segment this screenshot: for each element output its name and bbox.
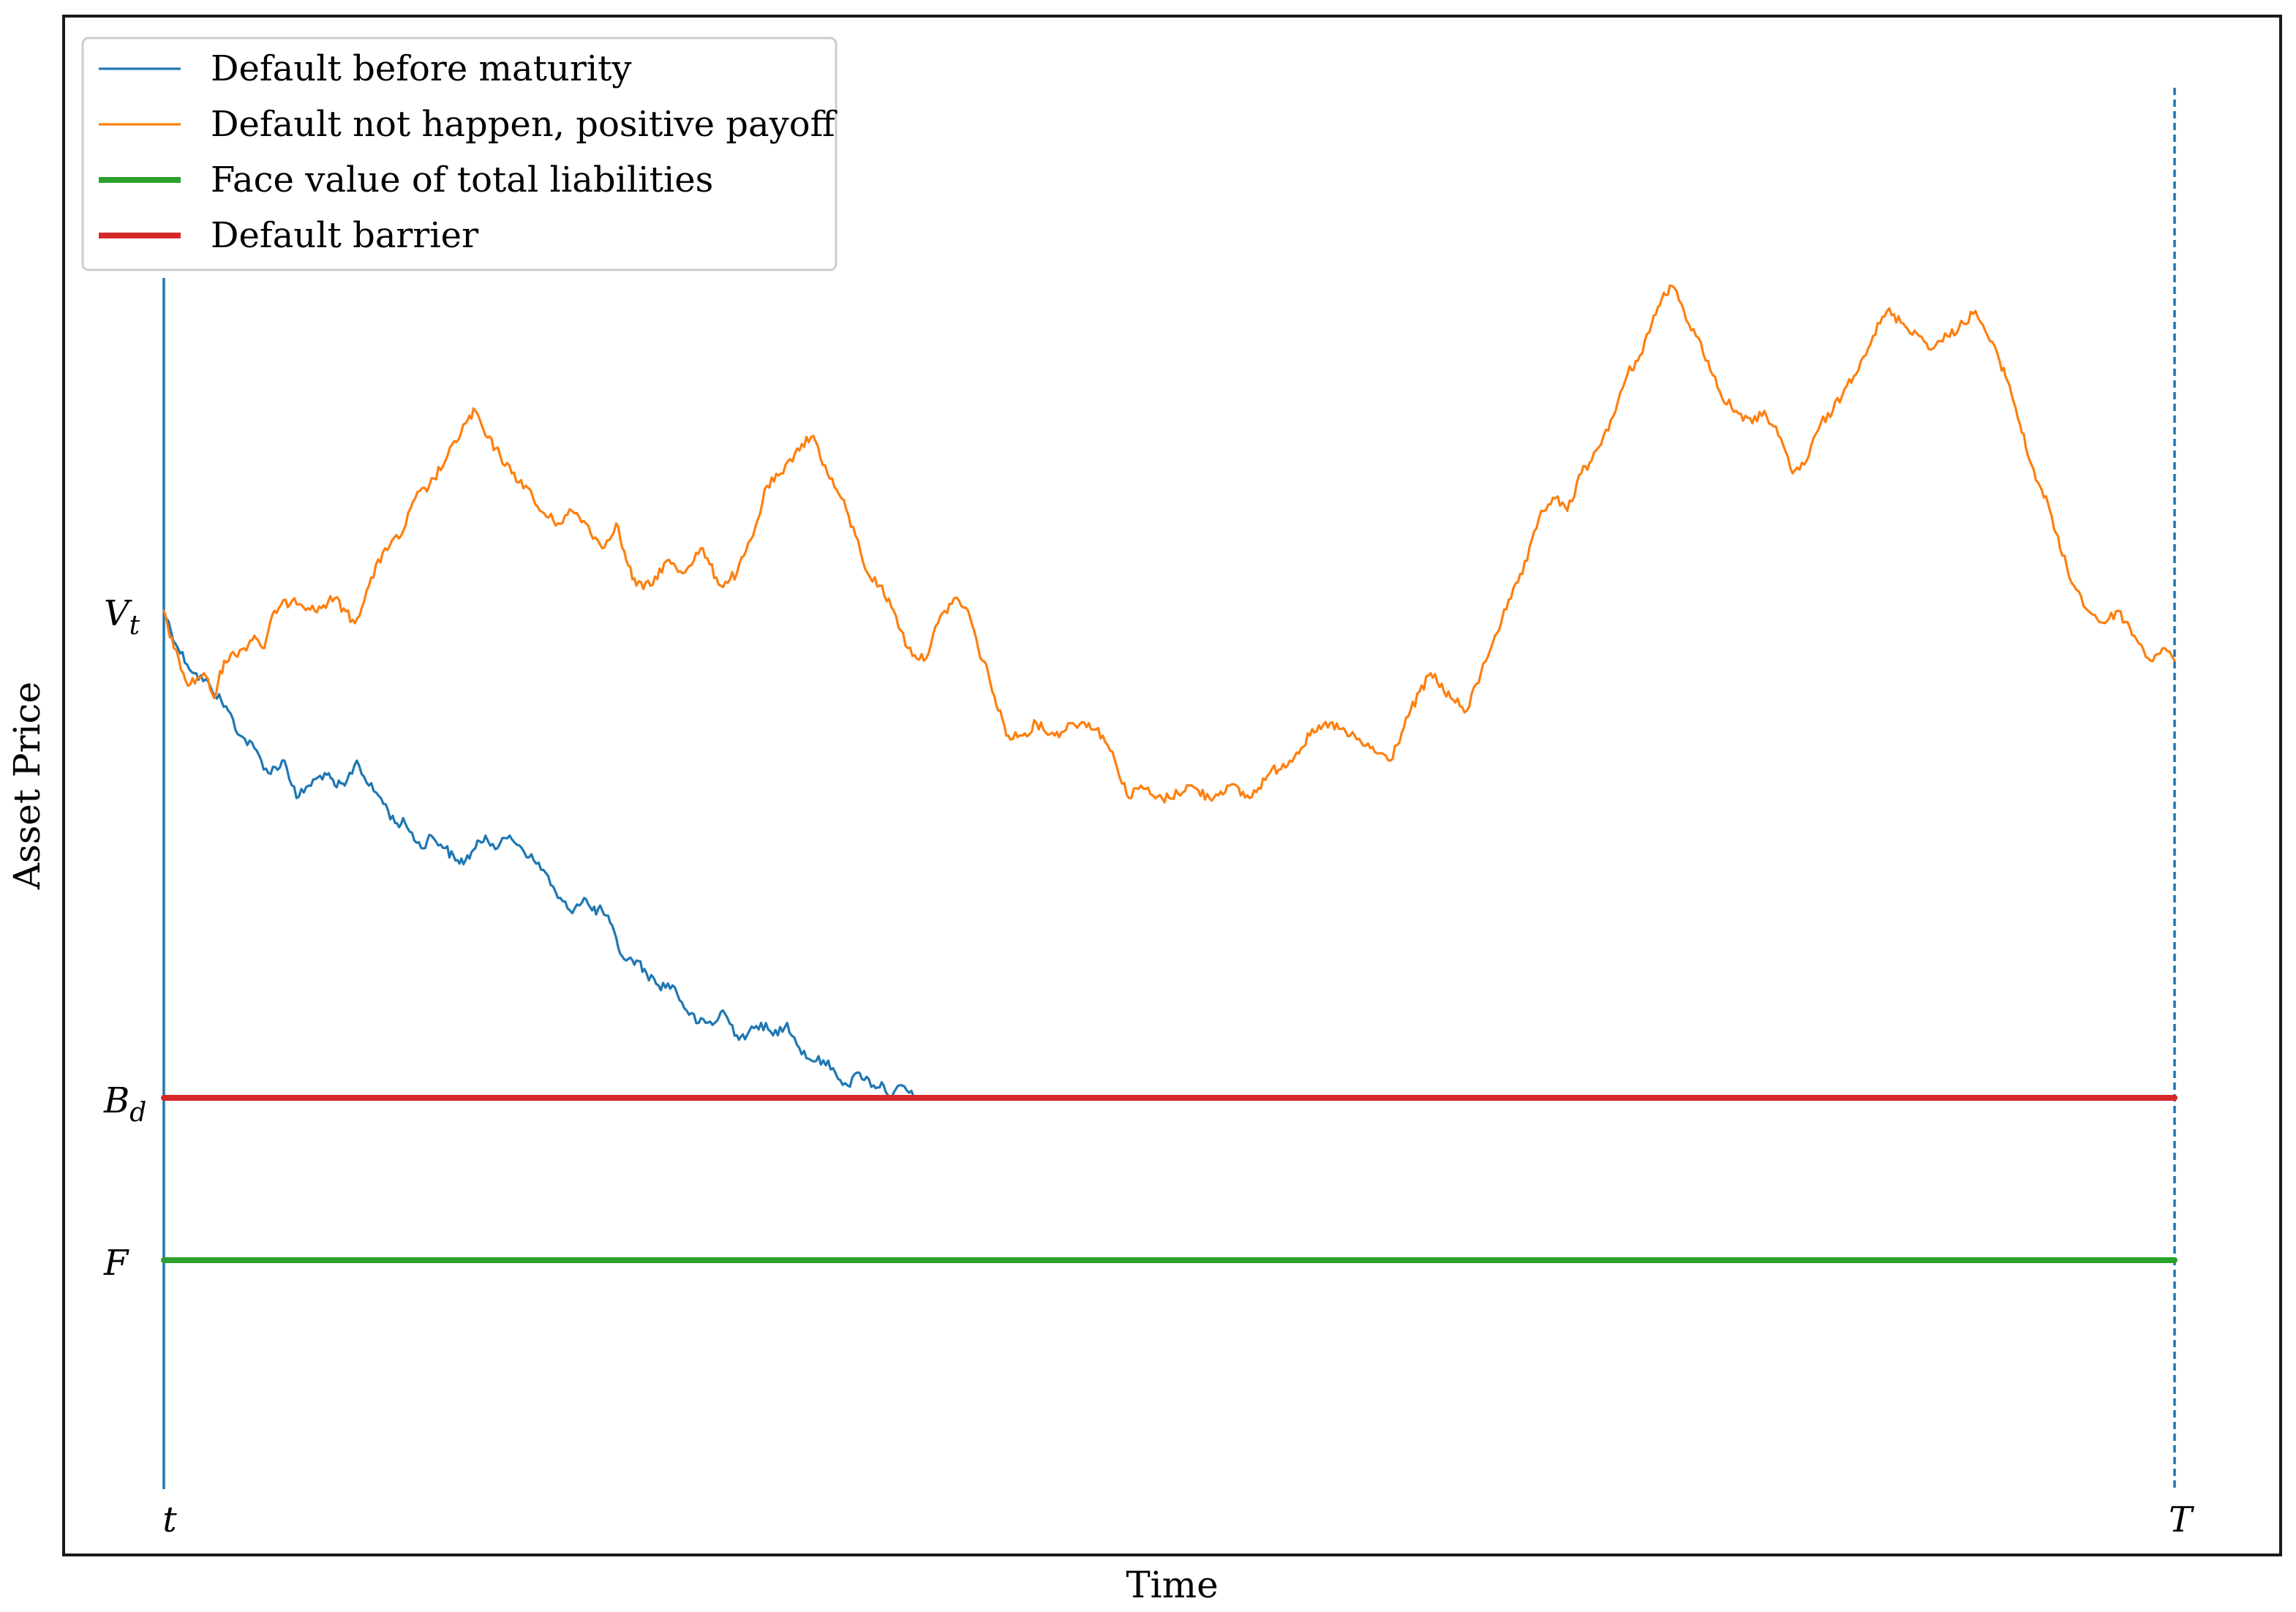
y-tick-subscript-1: t	[129, 611, 140, 641]
legend-label-4: Default barrier	[211, 215, 478, 256]
legend-label-1: Default before maturity	[211, 48, 632, 89]
plot-layer	[161, 88, 2178, 1489]
y-tick-letter-1: V	[104, 593, 132, 634]
legend-box	[81, 37, 838, 271]
series-1-line	[162, 609, 915, 1099]
legend-label-3: Face value of total liabilities	[211, 159, 713, 200]
y-tick-subscript-2: d	[129, 1098, 146, 1128]
y-tick-letter-3: F	[103, 1243, 129, 1284]
axes-layer: Vt Bd Ft T Time Asset Price	[6, 15, 2282, 1606]
y-axis-label: Asset Price	[6, 682, 48, 890]
legend-label-2: Default not happen, positive payoff	[211, 104, 838, 145]
x-axis-label: Time	[1126, 1564, 1218, 1606]
axes-frame	[62, 15, 2282, 1556]
y-tick-letter-2: B	[103, 1080, 129, 1121]
y-tick-label-1: Vt	[104, 593, 140, 641]
y-tick-label-2: Bd	[103, 1080, 146, 1128]
legend: Default before maturity Default not happe…	[81, 37, 838, 271]
x-tick-label-1: t	[162, 1499, 177, 1540]
x-tick-label-2: T	[2169, 1499, 2194, 1540]
series-2-line	[162, 284, 2176, 804]
y-tick-label-3: F	[103, 1243, 129, 1284]
